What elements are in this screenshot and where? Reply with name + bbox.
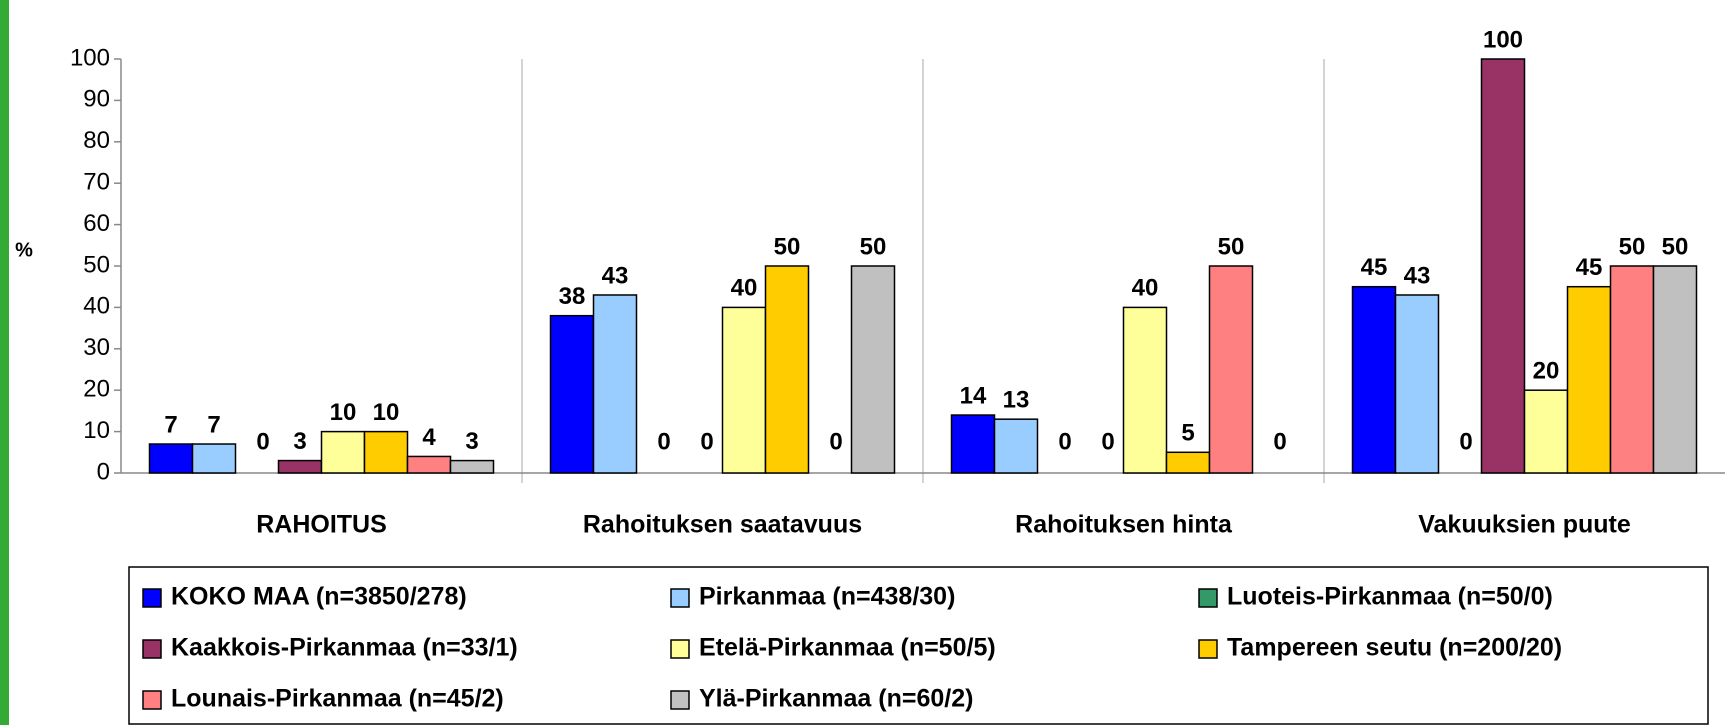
bar	[1609, 265, 1655, 474]
y-tick-label: 100	[70, 44, 110, 71]
frame-edge	[0, 0, 9, 725]
data-label: 10	[330, 399, 357, 426]
y-tick-label: 90	[83, 86, 110, 113]
legend-box	[128, 566, 1709, 725]
legend-swatch	[142, 639, 162, 659]
data-label: 0	[1058, 428, 1071, 455]
legend-swatch	[670, 588, 690, 608]
legend-swatch	[670, 639, 690, 659]
bar	[1480, 58, 1526, 474]
bar	[449, 459, 495, 474]
legend-swatch	[1198, 588, 1218, 608]
legend-label: Ylä-Pirkanmaa (n=60/2)	[699, 685, 973, 713]
data-label: 20	[1533, 358, 1560, 385]
data-label: 5	[1181, 420, 1194, 447]
data-label: 10	[373, 399, 400, 426]
bar	[993, 418, 1039, 474]
bar	[764, 265, 810, 474]
bar	[850, 265, 896, 474]
bar	[148, 443, 194, 474]
bar	[406, 455, 452, 474]
bar	[277, 459, 323, 474]
y-tick-label: 70	[83, 169, 110, 196]
data-label: 50	[1218, 233, 1245, 260]
legend-label: Luoteis-Pirkanmaa (n=50/0)	[1227, 583, 1553, 611]
data-label: 50	[1619, 233, 1646, 260]
data-label: 40	[1132, 275, 1159, 302]
bar	[1566, 285, 1612, 474]
legend-swatch	[142, 690, 162, 710]
data-label: 0	[657, 428, 670, 455]
bar	[950, 414, 996, 474]
data-label: 43	[1404, 262, 1431, 289]
data-label: 3	[465, 428, 478, 455]
data-label: 7	[164, 411, 177, 438]
data-label: 4	[422, 424, 436, 451]
bar	[1122, 306, 1168, 474]
y-tick-label: 10	[83, 417, 110, 444]
bar	[592, 294, 638, 474]
x-tick-label: Vakuuksien puute	[1418, 511, 1631, 539]
legend-swatch	[670, 690, 690, 710]
data-label: 38	[559, 283, 586, 310]
bar	[1523, 389, 1569, 474]
legend-label: Tampereen seutu (n=200/20)	[1227, 634, 1562, 662]
y-tick-label: 60	[83, 210, 110, 237]
data-label: 50	[774, 233, 801, 260]
y-tick-label: 0	[97, 458, 110, 485]
bar	[1652, 265, 1698, 474]
bar	[363, 430, 409, 474]
y-tick-label: 50	[83, 251, 110, 278]
data-label: 0	[1101, 428, 1114, 455]
x-tick-label: Rahoituksen saatavuus	[583, 511, 862, 539]
data-label: 100	[1483, 26, 1523, 53]
y-tick-label: 20	[83, 376, 110, 403]
legend-label: KOKO MAA (n=3850/278)	[171, 583, 467, 611]
bar	[1351, 285, 1397, 474]
bar	[1208, 265, 1254, 474]
x-tick-label: Rahoituksen hinta	[1015, 511, 1233, 539]
legend-label: Etelä-Pirkanmaa (n=50/5)	[699, 634, 996, 662]
legend-swatch	[142, 588, 162, 608]
data-label: 7	[207, 411, 220, 438]
legend-label: Lounais-Pirkanmaa (n=45/2)	[171, 685, 504, 713]
data-label: 40	[731, 275, 758, 302]
bar	[320, 430, 366, 474]
data-label: 0	[700, 428, 713, 455]
data-label: 0	[1459, 428, 1472, 455]
data-label: 50	[860, 233, 887, 260]
data-label: 0	[1273, 428, 1286, 455]
bar	[191, 443, 237, 474]
y-tick-label: 30	[83, 334, 110, 361]
data-label: 0	[256, 428, 269, 455]
y-tick-label: 40	[83, 293, 110, 320]
data-label: 45	[1361, 254, 1388, 281]
bar	[1394, 294, 1440, 474]
data-label: 45	[1576, 254, 1603, 281]
x-tick-label: RAHOITUS	[256, 511, 387, 539]
bar	[1165, 451, 1211, 474]
data-label: 0	[829, 428, 842, 455]
bar	[721, 306, 767, 474]
data-label: 3	[293, 428, 306, 455]
legend-label: Pirkanmaa (n=438/30)	[699, 583, 955, 611]
legend-swatch	[1198, 639, 1218, 659]
y-tick-label: 80	[83, 127, 110, 154]
data-label: 13	[1003, 387, 1030, 414]
data-label: 43	[602, 262, 629, 289]
legend-label: Kaakkois-Pirkanmaa (n=33/1)	[171, 634, 518, 662]
data-label: 50	[1662, 233, 1689, 260]
data-label: 14	[960, 382, 987, 409]
y-axis-label: %	[15, 239, 33, 261]
bar	[549, 314, 595, 474]
